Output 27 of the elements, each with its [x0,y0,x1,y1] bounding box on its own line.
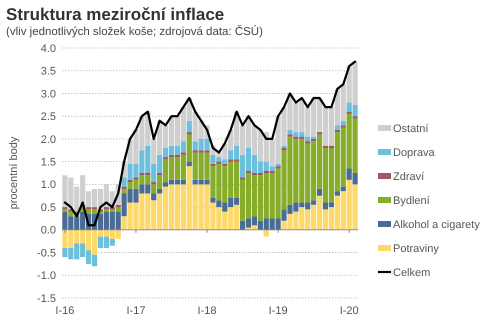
y-tick-label: 4.0 [40,42,56,55]
y-tick-label: -1.0 [37,270,56,282]
legend-label: Doprava [393,146,436,159]
x-tick-label: I-18 [198,305,217,317]
y-tick-label: 0.0 [40,224,56,237]
legend-label: Bydlení [393,194,431,207]
y-tick-label: 1.0 [40,179,56,192]
y-tick-label: 2.0 [40,134,56,146]
y-tick-label: 3.5 [40,66,56,78]
legend-label: Potraviny [393,242,440,255]
y-tick-label: -0.5 [37,247,56,260]
legend-label: Ostatní [393,122,430,135]
y-tick-label: 2.5 [40,111,56,124]
x-tick-label: I-19 [268,305,288,317]
y-tick-label: 3.0 [40,88,56,100]
chart-title: Struktura meziroční inflace [6,5,224,24]
x-tick-label: I-17 [126,305,146,317]
y-tick-label: 0.5 [40,202,56,214]
y-axis-title: procentní body [8,136,20,210]
x-tick-label: I-20 [340,305,359,317]
x-tick-label: I-16 [55,305,74,317]
y-tick-label: 1.5 [40,156,56,168]
legend-label: Zdraví [393,170,426,183]
legend-label: Alkohol a cigarety [393,218,480,231]
legend-label: Celkem [393,266,430,279]
y-tick-label: -1.5 [37,292,56,305]
chart-subtitle: (vliv jednotlivých složek koše; zdrojová data: ČSÚ) [6,24,264,38]
